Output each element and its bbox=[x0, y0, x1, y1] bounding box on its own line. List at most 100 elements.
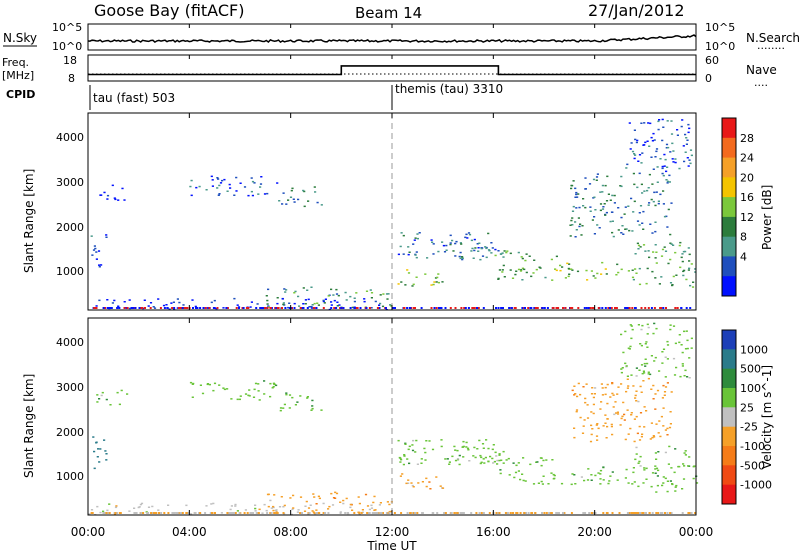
heat-cell bbox=[592, 412, 595, 415]
heat-cell bbox=[493, 460, 496, 463]
heat-cell bbox=[482, 512, 485, 514]
heat-cell bbox=[216, 187, 219, 189]
heat-cell bbox=[674, 490, 677, 492]
heat-cell bbox=[640, 162, 643, 164]
heat-cell bbox=[373, 512, 376, 514]
heat-cell bbox=[653, 360, 656, 362]
heat-cell bbox=[645, 341, 648, 343]
heat-cell bbox=[609, 220, 612, 223]
heat-cell bbox=[339, 307, 342, 309]
heat-cell bbox=[639, 455, 642, 458]
heat-cell bbox=[630, 197, 633, 200]
heat-cell bbox=[575, 229, 578, 231]
heat-cell bbox=[400, 281, 403, 283]
heat-cell bbox=[652, 251, 655, 253]
heat-cell bbox=[313, 512, 316, 514]
heat-cell bbox=[214, 512, 216, 514]
heat-cell bbox=[661, 351, 664, 353]
x-tick-label: 08:00 bbox=[273, 525, 308, 539]
heat-cell bbox=[685, 307, 688, 309]
heat-cell bbox=[665, 215, 668, 218]
heat-cell bbox=[690, 263, 693, 265]
heat-cell bbox=[152, 512, 155, 514]
heat-cell bbox=[299, 395, 302, 397]
heat-cell bbox=[637, 160, 640, 162]
heat-cell bbox=[285, 203, 288, 205]
heat-cell bbox=[609, 475, 612, 477]
power-colorbar-swatch bbox=[722, 216, 736, 238]
heat-cell bbox=[476, 243, 479, 245]
heat-cell bbox=[635, 446, 638, 449]
heat-cell bbox=[411, 285, 414, 287]
heat-cell bbox=[670, 512, 673, 514]
heat-cell bbox=[327, 512, 330, 514]
heat-cell bbox=[626, 409, 629, 411]
heat-cell bbox=[587, 468, 590, 470]
heat-cell bbox=[269, 395, 272, 398]
nsearch-legend: ........ bbox=[757, 39, 785, 52]
heat-cell bbox=[300, 307, 303, 309]
heat-cell bbox=[102, 512, 105, 514]
heat-cell bbox=[342, 307, 345, 309]
heat-cell bbox=[335, 307, 338, 309]
heat-cell bbox=[655, 327, 658, 330]
heat-cell bbox=[159, 307, 162, 309]
heat-cell bbox=[494, 451, 497, 454]
heat-cell bbox=[606, 402, 609, 405]
heat-cell bbox=[643, 190, 646, 192]
heat-cell bbox=[282, 506, 285, 508]
heat-cell bbox=[370, 297, 373, 299]
heat-cell bbox=[590, 433, 593, 436]
heat-cell bbox=[545, 512, 548, 514]
heat-cell bbox=[292, 507, 295, 509]
heat-cell bbox=[487, 447, 490, 450]
heat-cell bbox=[634, 154, 637, 156]
heat-cell bbox=[328, 505, 331, 508]
heat-cell bbox=[370, 292, 374, 294]
heat-cell bbox=[102, 307, 105, 309]
heat-cell bbox=[643, 469, 646, 471]
heat-cell bbox=[638, 172, 641, 175]
heat-cell bbox=[471, 247, 474, 250]
heat-cell bbox=[648, 173, 651, 176]
heat-cell bbox=[668, 174, 671, 177]
heat-cell bbox=[517, 462, 520, 464]
heat-cell bbox=[414, 254, 417, 256]
heat-cell bbox=[365, 307, 368, 309]
heat-cell bbox=[634, 458, 637, 461]
heat-cell bbox=[683, 375, 686, 377]
heat-cell bbox=[296, 511, 299, 513]
heat-cell bbox=[461, 446, 465, 448]
heat-cell bbox=[620, 383, 623, 385]
heat-cell bbox=[589, 206, 592, 208]
heat-cell bbox=[303, 205, 306, 208]
heat-cell bbox=[596, 224, 599, 226]
heat-cell bbox=[238, 307, 240, 309]
heat-cell bbox=[479, 454, 482, 457]
heat-cell bbox=[194, 512, 197, 514]
heat-cell bbox=[671, 142, 674, 145]
heat-cell bbox=[648, 512, 651, 514]
heat-cell bbox=[93, 307, 96, 309]
heat-cell bbox=[95, 305, 98, 307]
heat-cell bbox=[449, 242, 452, 244]
heat-cell bbox=[208, 383, 211, 386]
power-colorbar-swatch bbox=[722, 276, 736, 297]
heat-cell bbox=[630, 512, 633, 514]
heat-cell bbox=[97, 250, 101, 252]
heat-cell bbox=[276, 297, 279, 299]
heat-cell bbox=[512, 462, 515, 464]
heat-cell bbox=[226, 190, 229, 192]
heat-cell bbox=[473, 249, 476, 252]
heat-cell bbox=[599, 478, 602, 480]
heat-cell bbox=[284, 307, 287, 309]
heat-cell bbox=[680, 125, 683, 128]
heat-cell bbox=[599, 191, 602, 193]
heat-cell bbox=[613, 194, 616, 197]
heat-cell bbox=[661, 248, 665, 251]
heat-cell bbox=[573, 474, 576, 476]
heat-cell bbox=[100, 194, 103, 196]
heat-cell bbox=[571, 224, 574, 226]
heat-cell bbox=[120, 389, 123, 392]
